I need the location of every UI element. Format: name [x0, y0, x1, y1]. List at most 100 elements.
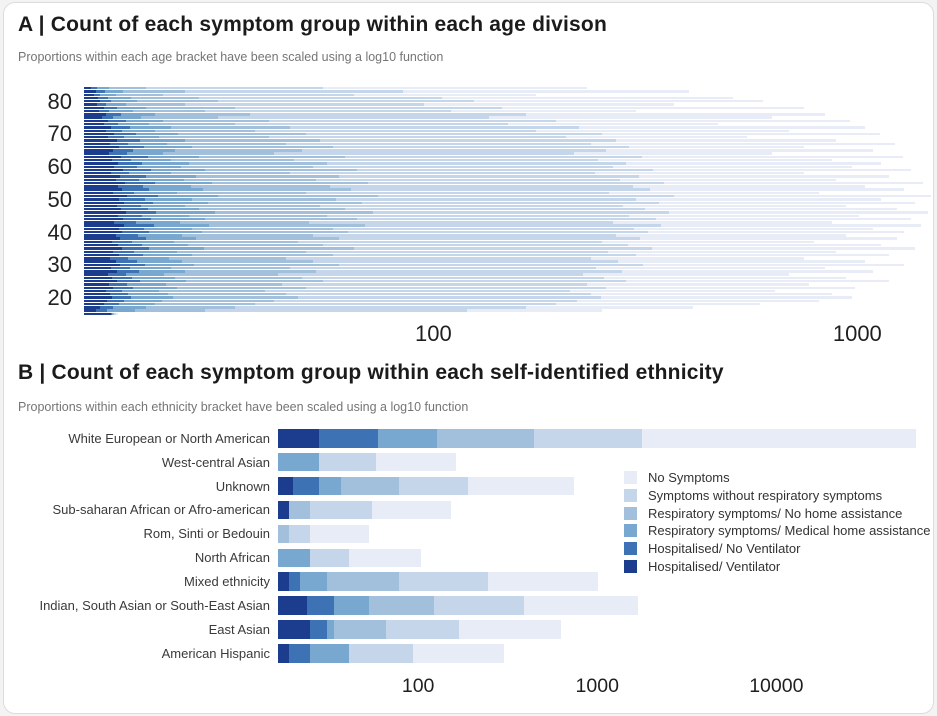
bar-segment: [140, 116, 218, 119]
bar-segment: [119, 175, 146, 178]
bar-segment: [176, 286, 306, 289]
bar-segment: [84, 296, 113, 299]
bar-segment: [159, 136, 270, 139]
bar-segment: [84, 289, 106, 293]
bar-segment: [118, 302, 155, 306]
bar-segment: [365, 224, 662, 227]
bar-segment: [133, 286, 177, 289]
bar-segment: [434, 596, 524, 615]
bar-segment: [136, 221, 180, 224]
bar-segment: [154, 181, 212, 185]
bar-segment: [644, 208, 897, 211]
bar-segment: [149, 122, 235, 126]
bar-segment: [149, 188, 203, 191]
legend-item: Hospitalised/ No Ventilator: [624, 540, 931, 558]
bar-segment: [84, 302, 104, 306]
bar-segment: [119, 263, 146, 267]
bar-segment: [176, 191, 306, 195]
age-bar-row: [84, 191, 932, 195]
bar-segment: [603, 276, 846, 280]
age-bar-row: [84, 299, 932, 303]
bar-segment: [164, 273, 278, 276]
bar-segment: [162, 152, 274, 155]
bar-segment: [114, 312, 116, 316]
bar-segment: [600, 296, 852, 299]
bar-segment: [290, 172, 595, 175]
bar-segment: [84, 211, 126, 214]
bar-segment: [116, 270, 139, 273]
bar-segment: [582, 273, 789, 276]
bar-segment: [345, 208, 645, 211]
bar-segment: [192, 145, 334, 149]
panel-a-title: A | Count of each symptom group within e…: [18, 13, 607, 36]
legend-label: Respiratory symptoms/ No home assistance: [648, 505, 903, 521]
age-bar-row: [84, 214, 932, 217]
age-bar-row: [84, 283, 932, 286]
age-bar-row: [84, 204, 932, 208]
bar-segment: [84, 152, 110, 155]
age-bar-row: [84, 165, 932, 168]
bar-segment: [118, 198, 146, 201]
bar-segment: [152, 201, 208, 204]
age-bar-row: [84, 162, 932, 165]
age-bar-row: [84, 87, 932, 90]
bar-segment: [145, 106, 235, 110]
bar-segment: [105, 103, 126, 106]
bar-segment: [180, 165, 313, 168]
bar-segment: [385, 620, 460, 639]
bar-segment: [84, 253, 119, 257]
age-bar-row: [84, 247, 932, 250]
bar-segment: [269, 136, 566, 139]
age-bar-row: [84, 253, 932, 257]
bar-segment: [590, 142, 896, 145]
age-bar-row: [84, 312, 932, 316]
bar-segment: [103, 106, 117, 110]
age-bar-row: [84, 181, 932, 185]
bar-segment: [189, 214, 327, 217]
y-tick-label: 30: [47, 252, 72, 278]
ethnicity-bar-row: [278, 572, 932, 591]
age-bar-row: [84, 198, 932, 201]
bar-segment: [632, 185, 865, 188]
bar-segment: [316, 270, 622, 273]
bar-segment: [84, 221, 115, 224]
bar-segment: [100, 306, 114, 309]
bar-segment: [84, 263, 120, 267]
bar-segment: [113, 312, 115, 316]
legend-item: Symptoms without respiratory symptoms: [624, 487, 931, 505]
bar-segment: [278, 572, 289, 591]
bar-segment: [170, 126, 291, 129]
age-bar-row: [84, 109, 932, 113]
bar-segment: [192, 198, 337, 201]
bar-segment: [356, 168, 654, 172]
bar-segment: [144, 145, 193, 149]
panel-a-x-axis: 100 1000: [84, 321, 932, 347]
bar-segment: [565, 136, 748, 139]
bar-segment: [288, 500, 311, 520]
bar-segment: [307, 596, 335, 615]
ethnicity-bar-row: [278, 429, 932, 448]
bar-segment: [310, 548, 349, 567]
bar-segment: [348, 230, 648, 234]
x-tick-label: 1000: [832, 321, 882, 346]
bar-segment: [147, 208, 199, 211]
bar-segment: [626, 162, 882, 165]
bar-segment: [194, 263, 340, 267]
legend-label: Hospitalised/ No Ventilator: [648, 541, 801, 557]
age-bar-row: [84, 293, 932, 296]
bar-segment: [84, 165, 115, 168]
bar-segment: [162, 119, 270, 123]
bar-segment: [95, 309, 108, 312]
bar-segment: [278, 644, 289, 663]
bar-segment: [188, 244, 324, 247]
bar-segment: [312, 260, 618, 263]
bar-segment: [169, 257, 287, 260]
bar-segment: [286, 142, 591, 145]
age-bar-row: [84, 306, 932, 309]
bar-segment: [282, 283, 587, 286]
bar-segment: [84, 142, 111, 145]
bar-segment: [642, 263, 905, 267]
bar-segment: [640, 237, 897, 240]
bar-segment: [109, 109, 134, 113]
bar-segment: [606, 286, 856, 289]
